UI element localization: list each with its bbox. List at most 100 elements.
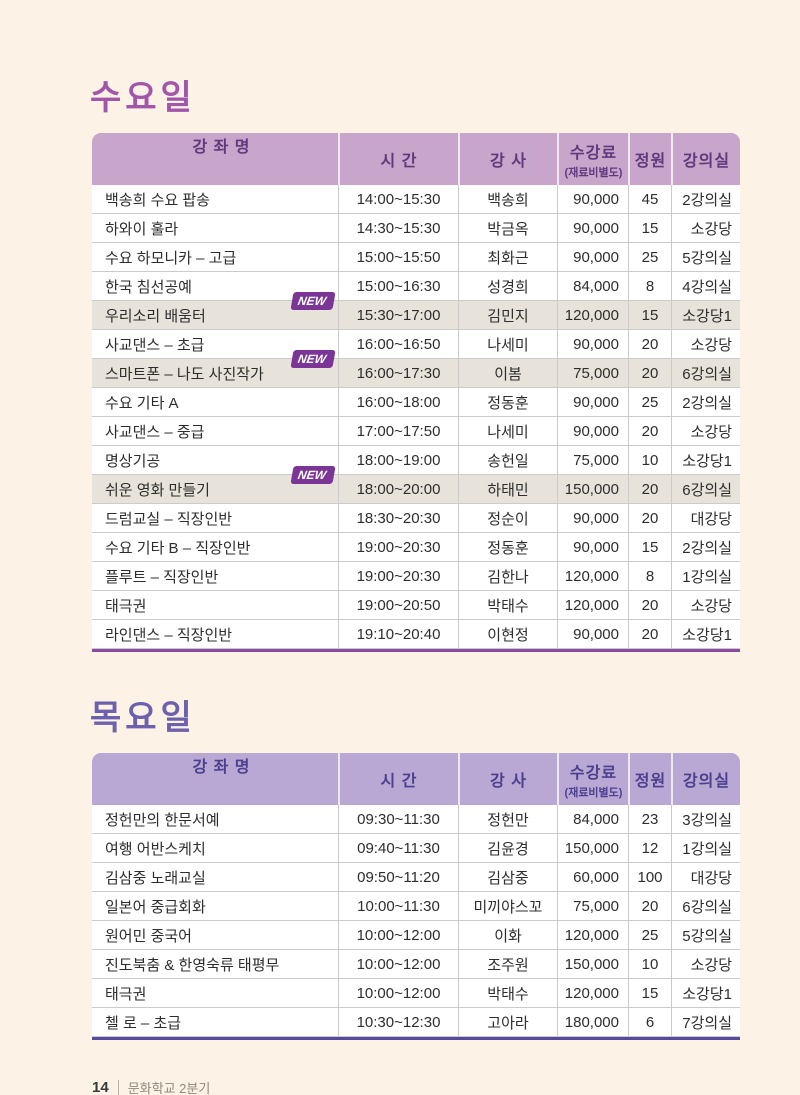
capacity-cell: 15 xyxy=(628,301,671,329)
fee-cell: 150,000 xyxy=(557,950,628,978)
table-row: 한국 침선공예 15:00~16:30 성경희 84,000 8 4강의실 xyxy=(92,272,740,301)
new-badge: NEW xyxy=(290,292,336,310)
course-name-cell: 일본어 중급회화 xyxy=(105,898,206,916)
room-cell: 4강의실 xyxy=(671,272,740,300)
footer-booklet-label: 문화학교 2분기 xyxy=(127,1081,211,1095)
new-badge: NEW xyxy=(290,350,336,368)
room-cell: 1강의실 xyxy=(671,834,740,862)
instructor-cell: 김민지 xyxy=(458,301,557,329)
instructor-cell: 김삼중 xyxy=(458,863,557,891)
capacity-cell: 8 xyxy=(628,562,671,590)
time-cell: 10:00~12:00 xyxy=(338,950,458,978)
instructor-cell: 이화 xyxy=(458,921,557,949)
schedule-table-thursday: 강 좌 명 시 간 강 사 수강료 (재료비별도) 정원 강의실 정헌만의 한문… xyxy=(92,753,740,1040)
capacity-cell: 15 xyxy=(628,214,671,242)
section-title-thursday: 목요일 xyxy=(90,699,196,737)
table-row: 진도북춤 & 한영숙류 태평무 10:00~12:00 조주원 150,000 10 소강… xyxy=(92,950,740,979)
time-cell: 10:00~12:00 xyxy=(338,979,458,1007)
course-name-cell: 라인댄스 – 직장인반 xyxy=(105,626,233,644)
course-name-cell: 김삼중 노래교실 xyxy=(105,869,206,887)
course-name-cell: 사교댄스 – 초급 xyxy=(105,336,205,354)
new-badge: NEW xyxy=(290,466,336,484)
instructor-cell: 정헌만 xyxy=(458,805,557,833)
column-header-fee-sub: (재료비별도) xyxy=(564,166,623,179)
course-name-cell: 태극권 xyxy=(105,597,147,615)
time-cell: 16:00~16:50 xyxy=(338,330,458,358)
table-row: 드럼교실 – 직장인반 18:30~20:30 정순이 90,000 20 대강당 xyxy=(92,504,740,533)
course-name-cell: 수요 기타 B – 직장인반 xyxy=(105,539,251,557)
instructor-cell: 최화근 xyxy=(458,243,557,271)
course-name-cell: 드럼교실 – 직장인반 xyxy=(105,510,233,528)
room-cell: 소강당 xyxy=(671,330,740,358)
time-cell: 19:00~20:30 xyxy=(338,533,458,561)
column-header-time: 시 간 xyxy=(338,133,458,185)
column-header-instructor: 강 사 xyxy=(458,133,557,185)
table-row: 백송희 수요 팝송 14:00~15:30 백송희 90,000 45 2강의실 xyxy=(92,185,740,214)
table-row: 일본어 중급회화 10:00~11:30 미끼야스꼬 75,000 20 6강의실 xyxy=(92,892,740,921)
capacity-cell: 20 xyxy=(628,475,671,503)
room-cell: 소강당 xyxy=(671,417,740,445)
room-cell: 대강당 xyxy=(671,863,740,891)
table-row: 스마트폰 – 나도 사진작가 NEW 16:00~17:30 이봄 75,000 20 6강… xyxy=(92,350,740,388)
table-row: 명상기공 18:00~19:00 송헌일 75,000 10 소강당1 xyxy=(92,446,740,475)
fee-cell: 84,000 xyxy=(557,272,628,300)
capacity-cell: 20 xyxy=(628,504,671,532)
room-cell: 1강의실 xyxy=(671,562,740,590)
time-cell: 19:00~20:50 xyxy=(338,591,458,619)
instructor-cell: 성경희 xyxy=(458,272,557,300)
room-cell: 6강의실 xyxy=(671,359,740,387)
room-cell: 소강당1 xyxy=(671,620,740,648)
schedule-section-thursday: 목요일 강 좌 명 시 간 강 사 수강료 (재료비별도) 정원 강의실 정헌만… xyxy=(90,690,740,1040)
column-header-room: 강의실 xyxy=(671,133,740,185)
table-row: 하와이 훌라 14:30~15:30 박금옥 90,000 15 소강당 xyxy=(92,214,740,243)
table-row: 쉬운 영화 만들기 NEW 18:00~20:00 하태민 150,000 20 6강의실 xyxy=(92,466,740,504)
instructor-cell: 송헌일 xyxy=(458,446,557,474)
instructor-cell: 나세미 xyxy=(458,330,557,358)
capacity-cell: 15 xyxy=(628,533,671,561)
time-cell: 15:00~16:30 xyxy=(338,272,458,300)
fee-cell: 90,000 xyxy=(557,214,628,242)
capacity-cell: 12 xyxy=(628,834,671,862)
table-row: 원어민 중국어 10:00~12:00 이화 120,000 25 5강의실 xyxy=(92,921,740,950)
fee-cell: 120,000 xyxy=(557,921,628,949)
room-cell: 2강의실 xyxy=(671,185,740,213)
table-row: 사교댄스 – 초급 16:00~16:50 나세미 90,000 20 소강당 xyxy=(92,330,740,359)
instructor-cell: 미끼야스꼬 xyxy=(458,892,557,920)
table-header-row: 강 좌 명 시 간 강 사 수강료 (재료비별도) 정원 강의실 xyxy=(92,753,740,805)
fee-cell: 90,000 xyxy=(557,417,628,445)
time-cell: 14:00~15:30 xyxy=(338,185,458,213)
column-header-course: 강 좌 명 xyxy=(192,139,251,156)
capacity-cell: 15 xyxy=(628,979,671,1007)
instructor-cell: 이현정 xyxy=(458,620,557,648)
instructor-cell: 김한나 xyxy=(458,562,557,590)
column-header-capacity: 정원 xyxy=(628,753,671,805)
column-header-fee: 수강료 (재료비별도) xyxy=(557,133,628,185)
fee-cell: 90,000 xyxy=(557,243,628,271)
time-cell: 10:00~11:30 xyxy=(338,892,458,920)
fee-cell: 120,000 xyxy=(557,591,628,619)
course-name-cell: 원어민 중국어 xyxy=(105,927,192,945)
time-cell: 09:30~11:30 xyxy=(338,805,458,833)
fee-cell: 90,000 xyxy=(557,388,628,416)
column-header-fee-main: 수강료 xyxy=(569,764,618,782)
instructor-cell: 나세미 xyxy=(458,417,557,445)
column-header-course: 강 좌 명 xyxy=(192,759,251,776)
fee-cell: 75,000 xyxy=(557,359,628,387)
fee-cell: 84,000 xyxy=(557,805,628,833)
course-name-cell: 스마트폰 – 나도 사진작가 NEW xyxy=(92,350,338,387)
time-cell: 16:00~18:00 xyxy=(338,388,458,416)
column-header-instructor: 강 사 xyxy=(458,753,557,805)
course-name-cell: 한국 침선공예 xyxy=(105,278,192,296)
page-footer: 14 문화학교 2분기 xyxy=(92,1078,740,1095)
room-cell: 대강당 xyxy=(671,504,740,532)
capacity-cell: 25 xyxy=(628,388,671,416)
capacity-cell: 20 xyxy=(628,417,671,445)
page-number: 14 xyxy=(92,1079,109,1095)
room-cell: 6강의실 xyxy=(671,892,740,920)
schedule-section-wednesday: 수요일 강 좌 명 시 간 강 사 수강료 (재료비별도) 정원 강의실 백송희… xyxy=(90,70,740,652)
fee-cell: 120,000 xyxy=(557,979,628,1007)
course-name-cell: 하와이 훌라 xyxy=(105,220,179,238)
room-cell: 소강당1 xyxy=(671,301,740,329)
table-row: 태극권 10:00~12:00 박태수 120,000 15 소강당1 xyxy=(92,979,740,1008)
course-name-cell: 플루트 – 직장인반 xyxy=(105,568,219,586)
